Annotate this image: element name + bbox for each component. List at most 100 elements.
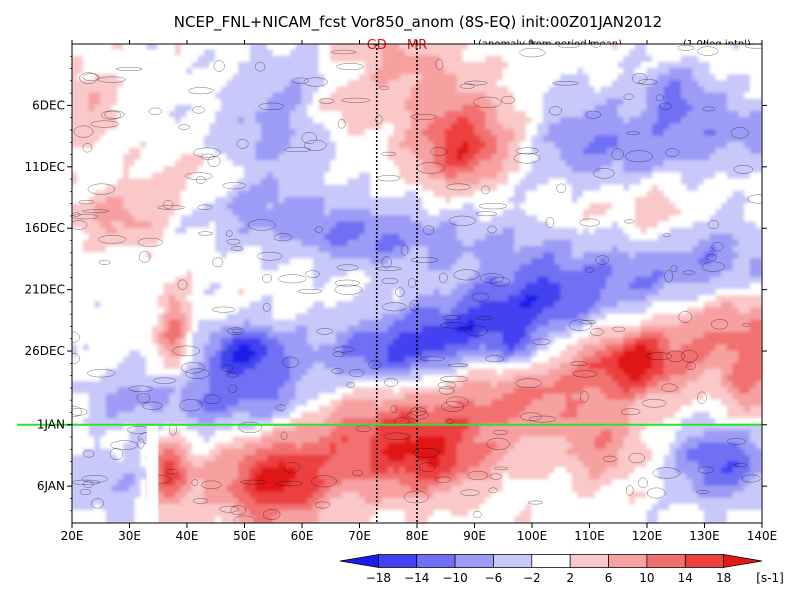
heatmap-cell [738, 221, 746, 229]
heatmap-cell [370, 190, 378, 199]
heatmap-cell [450, 123, 458, 131]
heatmap-cell [692, 246, 700, 254]
heatmap-cell [301, 215, 309, 223]
heatmap-cell [663, 215, 671, 223]
heatmap-cell [606, 172, 614, 180]
heatmap-cell [473, 153, 481, 162]
heatmap-cell [163, 110, 171, 119]
heatmap-cell [330, 74, 338, 82]
heatmap-cell [364, 49, 372, 57]
heatmap-cell [330, 184, 338, 192]
heatmap-cell [755, 172, 762, 180]
heatmap-cell [335, 203, 343, 211]
heatmap-cell [606, 86, 614, 94]
heatmap-cell [88, 166, 96, 174]
heatmap-cell [399, 258, 407, 266]
heatmap-cell [525, 252, 533, 260]
heatmap-cell [692, 209, 700, 217]
heatmap-cell [749, 117, 757, 125]
heatmap-cell [358, 135, 366, 143]
heatmap-cell [123, 67, 131, 76]
heatmap-cell [146, 104, 154, 113]
heatmap-cell [197, 67, 205, 76]
heatmap-cell [680, 49, 688, 57]
heatmap-cell [243, 61, 251, 70]
heatmap-cell [565, 86, 573, 94]
heatmap-cell [203, 129, 211, 137]
heatmap-cell [468, 104, 476, 113]
heatmap-cell [364, 190, 372, 199]
heatmap-cell [381, 184, 389, 192]
heatmap-cell [404, 67, 412, 76]
heatmap-cell [657, 221, 665, 229]
heatmap-cell [117, 55, 125, 64]
heatmap-cell [192, 196, 200, 205]
heatmap-cell [686, 209, 694, 217]
heatmap-cell [82, 129, 90, 137]
heatmap-cell [404, 252, 412, 260]
heatmap-cell [324, 258, 332, 266]
heatmap-cell [514, 239, 522, 248]
heatmap-cell [186, 264, 194, 272]
heatmap-cell [151, 196, 159, 205]
heatmap-cell [508, 110, 516, 119]
heatmap-cell [519, 117, 527, 125]
heatmap-cell [376, 196, 384, 205]
heatmap-cell [341, 239, 349, 248]
heatmap-cell [72, 110, 79, 119]
heatmap-cell [502, 147, 510, 156]
heatmap-cell [479, 270, 487, 278]
heatmap-cell [111, 203, 119, 211]
heatmap-cell [542, 49, 550, 57]
heatmap-cell [485, 117, 493, 125]
heatmap-cell [376, 239, 384, 248]
heatmap-cell [669, 172, 677, 180]
heatmap-cell [226, 98, 234, 107]
heatmap-cell [381, 86, 389, 94]
heatmap-cell [422, 178, 430, 186]
heatmap-cell [381, 147, 389, 156]
heatmap-cell [301, 233, 309, 242]
heatmap-cell [117, 227, 125, 235]
heatmap-cell [698, 270, 706, 278]
heatmap-cell [416, 264, 424, 272]
heatmap-cell [347, 246, 355, 254]
heatmap-cell [508, 61, 516, 70]
heatmap-cell [583, 258, 591, 266]
heatmap-cell [623, 44, 631, 51]
heatmap-cell [640, 227, 648, 235]
heatmap-cell [485, 61, 493, 70]
heatmap-cell [669, 129, 677, 137]
heatmap-cell [560, 74, 568, 82]
heatmap-cell [238, 141, 246, 149]
heatmap-cell [94, 172, 102, 180]
heatmap-cell [726, 55, 734, 64]
heatmap-cell [186, 129, 194, 137]
heatmap-cell [485, 264, 493, 272]
heatmap-cell [163, 209, 171, 217]
heatmap-cell [755, 92, 762, 100]
heatmap-cell [203, 252, 211, 260]
heatmap-cell [433, 239, 441, 248]
heatmap-cell [151, 74, 159, 82]
heatmap-cell [680, 196, 688, 205]
heatmap-cell [157, 74, 165, 82]
heatmap-cell [715, 61, 723, 70]
heatmap-cell [88, 215, 96, 223]
heatmap-cell [157, 86, 165, 94]
heatmap-cell [577, 203, 585, 211]
heatmap-cell [709, 153, 717, 162]
heatmap-cell [318, 80, 326, 88]
heatmap-cell [634, 178, 642, 186]
heatmap-cell [243, 196, 251, 205]
heatmap-cell [358, 110, 366, 119]
heatmap-cell [82, 258, 90, 266]
heatmap-cell [381, 203, 389, 211]
heatmap-cell [347, 264, 355, 272]
heatmap-cell [565, 92, 573, 100]
heatmap-cell [94, 184, 102, 192]
heatmap-cell [721, 246, 729, 254]
heatmap-cell [174, 246, 182, 254]
heatmap-cell [698, 258, 706, 266]
heatmap-cell [261, 252, 269, 260]
